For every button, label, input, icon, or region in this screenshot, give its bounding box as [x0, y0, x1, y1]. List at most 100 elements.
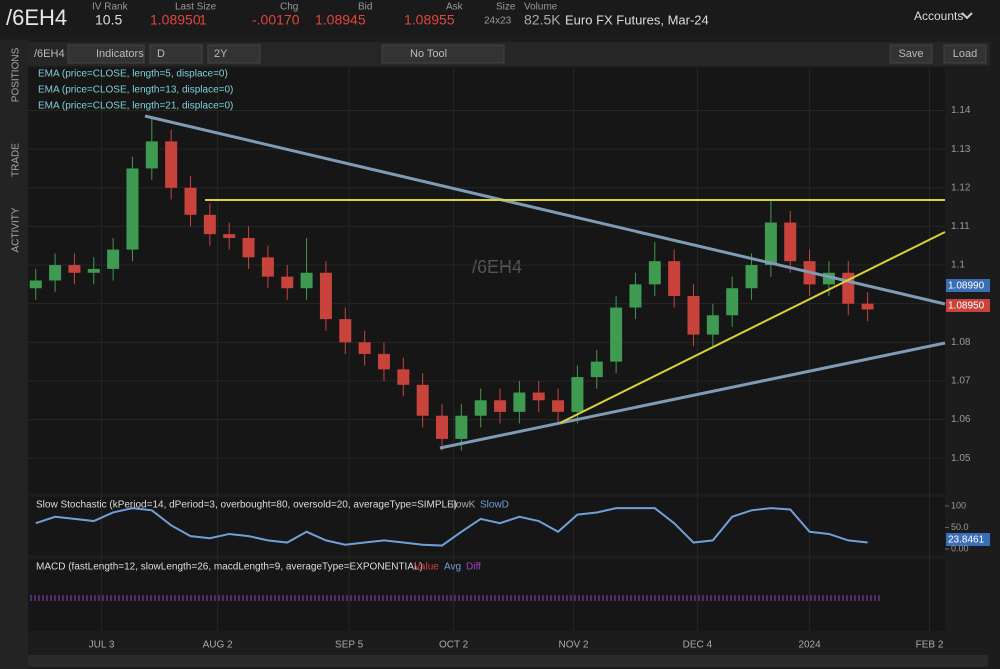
- save-button[interactable]: Save: [898, 48, 923, 60]
- candle-body: [145, 141, 158, 169]
- side-tabs: POSITIONS TRADE ACTIVITY: [11, 47, 22, 252]
- trendline: [144, 114, 946, 306]
- select[interactable]: [149, 44, 203, 64]
- study-label: EMA (price=CLOSE, length=21, displace=0): [38, 101, 233, 112]
- candle-body: [474, 400, 487, 416]
- stochastic-line: [35, 507, 868, 547]
- trendline: [559, 231, 946, 424]
- y-tick-label: 1.05: [951, 453, 971, 464]
- label: Ask: [446, 2, 464, 13]
- stochastic-title: Slow Stochastic (kPeriod=14, dPeriod=3, …: [36, 500, 457, 511]
- accounts-menu[interactable]: Accounts: [914, 9, 963, 23]
- candle-body: [513, 392, 526, 412]
- candle-body: [358, 342, 371, 354]
- candle-body: [68, 265, 81, 273]
- candle-body: [706, 315, 719, 335]
- y-tick-label: 1.07: [951, 376, 971, 387]
- value-box: [946, 533, 990, 546]
- study-label: EMA (price=CLOSE, length=13, displace=0): [38, 85, 233, 96]
- candle-body: [532, 392, 545, 401]
- candle-body: [339, 319, 352, 343]
- y-tick-label: 1.06: [951, 414, 971, 425]
- value: 24x23: [484, 16, 512, 27]
- candle-body: [861, 303, 874, 310]
- toolbar-symbol[interactable]: /6EH4: [34, 48, 65, 60]
- chevron: [961, 12, 973, 20]
- value: 1.08945: [315, 12, 366, 28]
- candle-body: [629, 284, 642, 308]
- candle-body: [107, 249, 120, 269]
- description: Euro FX Futures, Mar-24: [565, 12, 709, 27]
- x-tick-label: SEP 5: [335, 640, 364, 651]
- side-tab[interactable]: ACTIVITY: [11, 207, 22, 252]
- value: 82.5K: [524, 12, 561, 28]
- price-box: [946, 279, 990, 292]
- y-tick-label: 1.11: [951, 221, 970, 232]
- button[interactable]: [67, 44, 145, 64]
- macd-title: MACD (fastLength=12, slowLength=26, macd…: [36, 562, 423, 573]
- period[interactable]: 2Y: [214, 48, 228, 60]
- label: IV Rank: [92, 2, 129, 13]
- x-tick-label: AUG 2: [203, 640, 233, 651]
- x-tick-label: FEB 2: [916, 640, 944, 651]
- tool[interactable]: No Tool: [410, 48, 447, 60]
- value: 1.08955: [404, 12, 455, 28]
- legend: Diff: [466, 562, 481, 573]
- label: Bid: [358, 2, 372, 13]
- study-label: EMA (price=CLOSE, length=5, displace=0): [38, 69, 228, 80]
- candle-body: [784, 222, 797, 262]
- select[interactable]: [381, 44, 505, 64]
- candle-body: [242, 238, 255, 258]
- candle-body: [668, 261, 681, 296]
- x-tick-label: JUL 3: [89, 640, 115, 651]
- y-tick-label: 1.1: [951, 260, 965, 271]
- side-tab[interactable]: TRADE: [11, 143, 22, 177]
- button[interactable]: [889, 44, 933, 64]
- legend: SlowD: [480, 500, 509, 511]
- y-tick-label: 1.13: [951, 144, 971, 155]
- price-label: 1.08990: [948, 281, 985, 292]
- legend: SlowK: [447, 500, 476, 511]
- value: 1.08950: [150, 12, 201, 28]
- price-box: [946, 299, 990, 312]
- candle-body: [552, 400, 565, 412]
- scrollbar[interactable]: [28, 655, 988, 667]
- stochastic-panel: [28, 497, 945, 555]
- candle-body: [319, 272, 332, 320]
- candle-body: [436, 415, 449, 439]
- load-button[interactable]: Load: [953, 48, 977, 60]
- x-tick-label: NOV 2: [559, 640, 589, 651]
- watermark: /6EH4: [472, 257, 522, 277]
- label: Chg: [280, 2, 298, 13]
- candle-body: [377, 353, 390, 370]
- y-tick-label: 1.12: [951, 182, 971, 193]
- price-panel: [28, 68, 945, 493]
- candle-body: [648, 261, 661, 285]
- y-tick-label: 0.00: [951, 543, 969, 553]
- value: 10.5: [95, 12, 122, 28]
- candle-body: [590, 361, 603, 378]
- indicators-button[interactable]: Indicators: [96, 48, 144, 60]
- label: Last Size: [175, 2, 217, 13]
- candle-body: [610, 307, 623, 362]
- candle-body: [29, 280, 42, 289]
- button[interactable]: [943, 44, 987, 64]
- candle-body: [165, 141, 178, 188]
- candle-body: [281, 276, 294, 289]
- legend: Value: [414, 562, 439, 573]
- y-tick-label: 1.14: [951, 105, 971, 116]
- x-tick-label: 2024: [798, 640, 821, 651]
- aggregation[interactable]: D: [157, 48, 165, 60]
- y-tick-label: 100: [951, 500, 966, 510]
- label: Size: [496, 2, 516, 13]
- candle-body: [49, 265, 62, 281]
- symbol: /6EH4: [6, 5, 67, 30]
- side-tab[interactable]: POSITIONS: [11, 47, 22, 102]
- y-tick-label: 50.0: [951, 522, 969, 532]
- candle-body: [764, 222, 777, 266]
- select[interactable]: [207, 44, 261, 64]
- candle-body: [822, 272, 835, 285]
- legend: Avg: [444, 562, 461, 573]
